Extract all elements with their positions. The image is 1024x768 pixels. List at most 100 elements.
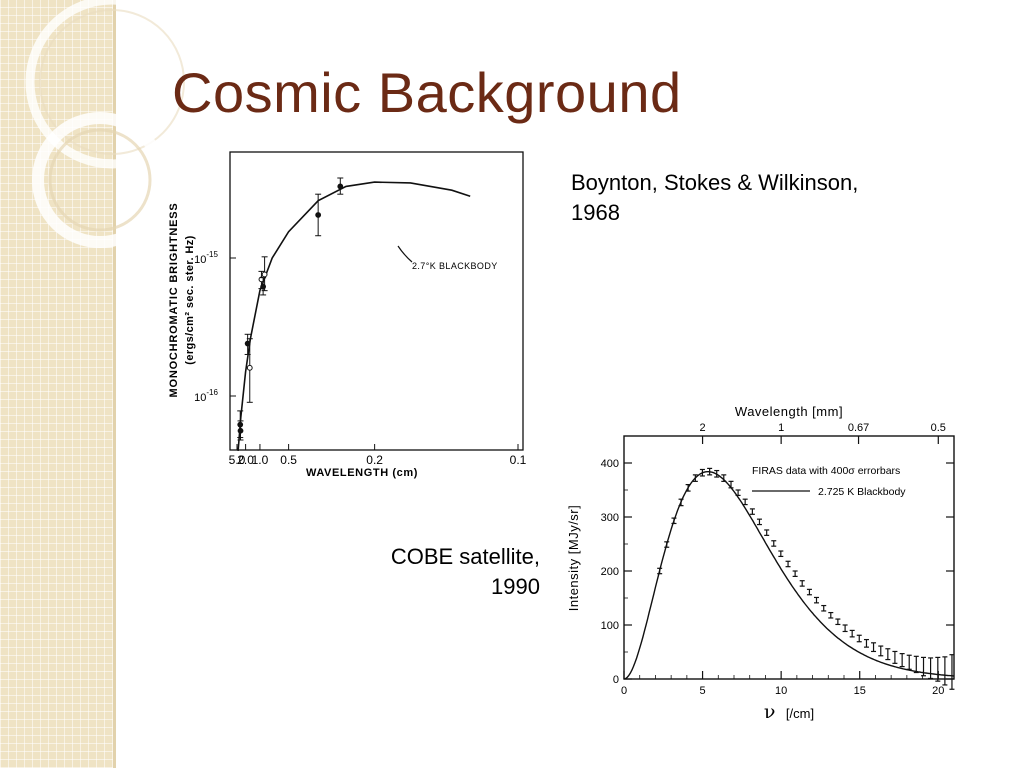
chart1-data-point — [315, 193, 322, 237]
chart2-top-tick-label: 0.5 — [931, 422, 946, 434]
chart2-legend: FIRAS data with 400σ errorbars 2.725 K B… — [752, 465, 906, 498]
chart2-errorbar — [785, 560, 791, 568]
chart2-x-tick-label: 10 — [775, 685, 787, 697]
caption-cobe: COBE satellite, 1990 — [340, 542, 540, 602]
chart2-errorbar — [892, 650, 898, 664]
chart2-errorbar — [685, 484, 691, 492]
chart2-x-axis-unit: [/cm] — [786, 706, 814, 721]
chart2-y-tick-label: 400 — [601, 458, 619, 470]
chart2-errorbar — [678, 498, 684, 507]
chart2-errorbar — [664, 541, 670, 548]
chart2-errorbar — [728, 480, 734, 489]
chart2-legend-blackbody: 2.725 K Blackbody — [818, 486, 906, 498]
chart2-errorbar — [742, 498, 748, 506]
chart2-errorbar — [707, 467, 713, 476]
decor-ring-outer — [25, 0, 199, 169]
chart2-errorbar — [949, 654, 955, 690]
chart1-data-point — [237, 420, 244, 441]
chart1-x-tick-label: 0.5 — [280, 453, 297, 467]
chart2-plot-border — [623, 435, 955, 680]
chart2-y-axis-label: Intensity [MJy/sr] — [566, 505, 581, 612]
decor-ring-inner-shadow — [48, 128, 152, 232]
chart1-x-tick-label: 0.2 — [366, 453, 383, 467]
chart2-errorbar — [749, 508, 755, 515]
chart1-points — [237, 177, 344, 441]
chart1-curve — [237, 181, 471, 451]
chart2-y-tick-label: 0 — [613, 674, 619, 686]
chart2-top-axis-label: Wavelength [mm] — [735, 404, 843, 419]
chart2-blackbody-curve — [623, 471, 955, 680]
chart2-errorbar — [878, 645, 884, 657]
chart2-x-tick-label: 5 — [700, 685, 706, 697]
caption-boynton-line-1: Boynton, Stokes & Wilkinson, — [571, 170, 859, 195]
chart2-frame — [623, 435, 955, 680]
chart2-errorbar — [921, 656, 927, 677]
chart1-data-point — [261, 256, 268, 292]
chart2-errorbar — [806, 588, 812, 596]
slide-title: Cosmic Background — [172, 61, 682, 124]
chart2-errorbar — [821, 604, 827, 612]
chart2-errorbar — [735, 489, 741, 496]
caption-cobe-line-2: 1990 — [491, 574, 540, 599]
chart2-errorbar — [899, 653, 905, 668]
decorative-rings — [25, 0, 199, 248]
chart2-errorbar — [778, 550, 784, 558]
sidebar-edge — [113, 0, 116, 768]
decor-ring-inner — [32, 112, 168, 248]
chart2-x-axis-label: ν [/cm] — [764, 701, 814, 723]
chart1-x-axis-label: WAVELENGTH (cm) — [306, 467, 418, 479]
chart2-errorbar — [692, 474, 698, 482]
chart2-top-tick-label: 0.67 — [848, 422, 869, 434]
chart1-plot-border — [229, 151, 524, 451]
chart2-errorbar — [849, 629, 855, 638]
chart2-errorbar — [714, 469, 720, 478]
caption-cobe-line-1: COBE satellite, — [390, 544, 540, 569]
caption-boynton: Boynton, Stokes & Wilkinson, 1968 — [571, 168, 931, 228]
chart2-legend-firas: FIRAS data with 400σ errorbars — [752, 465, 900, 477]
chart1-data-point — [244, 333, 251, 355]
chart2-errorbar — [756, 518, 762, 526]
chart2-errorbar — [657, 567, 663, 575]
chart2-errorbar — [863, 638, 869, 648]
chart2-y-tick-label: 200 — [601, 566, 619, 578]
chart1-annotation: 2.7°K BLACKBODY — [412, 261, 498, 271]
chart1-y-tick-label: 10-16 — [194, 388, 218, 404]
chart2-curve — [623, 471, 955, 680]
chart2-errorbar — [828, 611, 834, 619]
chart1-data-point — [246, 338, 253, 403]
chart1-x-tick-label: 0.1 — [510, 453, 527, 467]
chart1-frame — [229, 151, 524, 451]
chart2-errorbar — [856, 634, 862, 643]
chart2-errorbar — [764, 529, 770, 536]
chart2-x-axis-symbol: ν — [764, 701, 776, 723]
chart1-data-point — [260, 277, 267, 296]
chart2-errorbar — [799, 580, 805, 587]
chart1-annotation-arrow — [397, 245, 413, 263]
chart1-x-tick-label: 1.0 — [252, 453, 269, 467]
chart2-errorbar — [721, 474, 727, 482]
chart2-errorbar — [871, 642, 877, 653]
chart2-errorbar — [671, 517, 677, 525]
chart2-errorbar — [906, 654, 912, 670]
caption-boynton-line-2: 1968 — [571, 200, 620, 225]
chart1-x-tick-label: 5.0 — [229, 453, 246, 467]
chart1-data-point — [237, 410, 244, 439]
chart2-errorbar — [792, 570, 798, 578]
chart2-errorbar — [935, 656, 941, 682]
chart2-errorbar — [835, 618, 841, 626]
chart2-errorbar — [699, 468, 705, 477]
chart2-errorbar — [771, 540, 777, 547]
chart2-y-tick-label: 300 — [601, 512, 619, 524]
chart2-errorbar — [928, 657, 934, 680]
chart2-errorbar — [913, 655, 919, 674]
chart2-errorbar — [842, 624, 848, 633]
chart1-data-point — [337, 177, 344, 195]
chart2-y-tick-label: 100 — [601, 620, 619, 632]
chart2-errorbar — [885, 648, 891, 661]
chart2-points — [657, 467, 955, 690]
chart1-data-point — [258, 270, 265, 290]
decor-ring-outer-shadow — [39, 9, 185, 155]
chart2-errorbar — [814, 596, 819, 604]
